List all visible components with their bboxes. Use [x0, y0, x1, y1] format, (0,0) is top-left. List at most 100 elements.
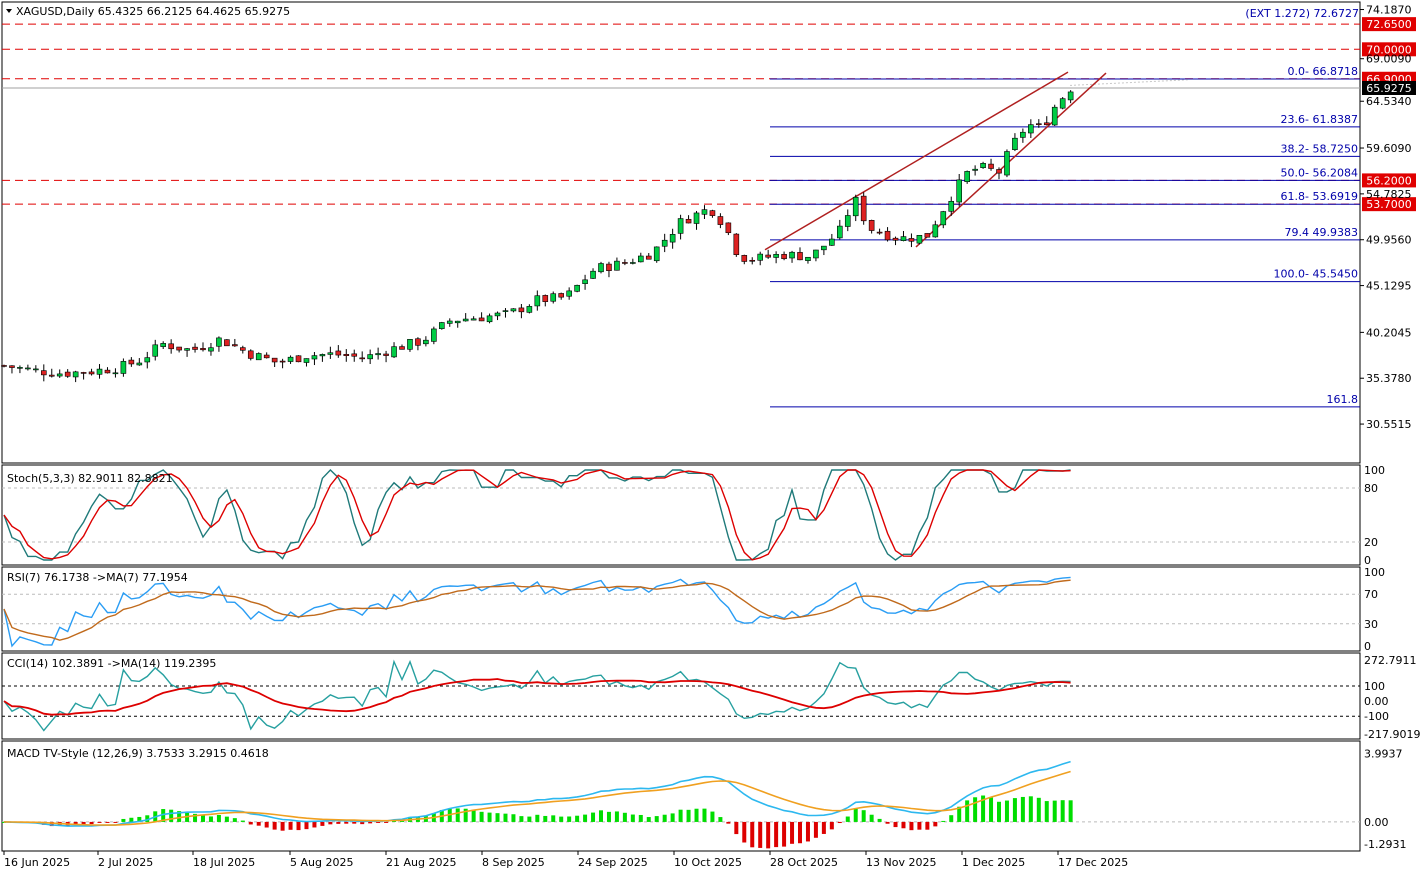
- macd-histogram-bar: [73, 821, 78, 826]
- candle-body: [407, 339, 413, 350]
- candle-body: [192, 346, 198, 350]
- macd-histogram-bar: [495, 813, 500, 822]
- macd-histogram-bar: [304, 821, 309, 830]
- level-label-3: 56.2000: [1366, 174, 1412, 187]
- candle-body: [797, 252, 803, 261]
- macd-histogram-bar: [121, 818, 126, 822]
- stoch-panel[interactable]: [1, 464, 1361, 566]
- candle-body: [1059, 98, 1066, 109]
- candle-body: [614, 260, 620, 271]
- price-tick-label: 45.1295: [1366, 280, 1412, 293]
- candle-body: [478, 317, 485, 322]
- macd-histogram-bar: [742, 821, 747, 843]
- macd-histogram-bar: [320, 821, 325, 826]
- price-tick-label: 40.2045: [1366, 326, 1412, 339]
- macd-histogram-bar: [997, 801, 1001, 822]
- candle-body: [9, 365, 15, 368]
- candle-body: [829, 238, 835, 246]
- macd-histogram-bar: [614, 811, 619, 822]
- macd-histogram-bar: [981, 795, 986, 822]
- fib-label-1: 23.6- 61.8387: [1281, 113, 1358, 126]
- candle-body: [622, 262, 628, 264]
- candle-body: [653, 246, 660, 262]
- candle-body: [494, 312, 501, 317]
- candle-body: [232, 344, 238, 347]
- price-tick-label: 64.5340: [1366, 95, 1412, 108]
- candle-body: [303, 358, 310, 363]
- candle-body: [367, 354, 373, 360]
- macd-histogram-bar: [471, 809, 476, 822]
- macd-histogram-bar: [543, 815, 548, 822]
- macd-histogram-bar: [224, 816, 229, 822]
- candle-body: [311, 355, 318, 360]
- macd-histogram-bar: [805, 821, 810, 842]
- macd-histogram-bar: [288, 821, 293, 830]
- macd-histogram-bar: [559, 816, 564, 822]
- stoch-tick: 20: [1364, 536, 1378, 549]
- macd-histogram-bar: [463, 808, 468, 822]
- macd-histogram-bar: [917, 821, 922, 830]
- candle-body: [431, 328, 437, 342]
- candle-body: [693, 212, 700, 224]
- macd-histogram-bar: [949, 815, 954, 822]
- dropdown-triangle-icon[interactable]: [6, 9, 12, 13]
- macd-histogram-bar: [535, 814, 540, 822]
- candle-body: [295, 355, 302, 363]
- fib-label-7: 161.8: [1327, 393, 1359, 406]
- candle-body: [860, 195, 867, 222]
- macd-histogram-bar: [208, 816, 213, 822]
- candle-body: [868, 220, 875, 231]
- rsi-main-line: [3, 576, 1071, 648]
- candle-body: [240, 347, 246, 351]
- macd-histogram-bar: [933, 821, 938, 827]
- candle-body: [454, 320, 461, 324]
- macd-histogram-bar: [527, 816, 532, 822]
- macd-panel[interactable]: [1, 740, 1361, 852]
- candle-body: [1028, 124, 1034, 134]
- candle-body: [590, 270, 596, 279]
- candlestick-series: [1, 90, 1074, 383]
- candle-body: [677, 218, 684, 234]
- candle-body: [574, 284, 580, 292]
- rsi-panel[interactable]: [1, 566, 1361, 652]
- candle-body: [789, 251, 795, 259]
- candle-body: [836, 225, 843, 239]
- macd-histogram-bar: [384, 821, 389, 823]
- rsi-tick: 100: [1364, 566, 1385, 579]
- macd-histogram-bar: [551, 815, 556, 822]
- candle-body: [502, 310, 509, 312]
- rsi-tick: 30: [1364, 618, 1378, 631]
- macd-histogram-bar: [718, 817, 723, 822]
- candle-body: [725, 222, 732, 234]
- candle-body: [892, 237, 899, 241]
- macd-histogram-bar: [89, 821, 94, 825]
- candle-body: [144, 357, 151, 363]
- fib-label-0: 0.0- 66.8718: [1288, 65, 1358, 78]
- candle-body: [343, 353, 350, 357]
- candle-body: [271, 357, 278, 363]
- macd-histogram-bar: [280, 821, 285, 831]
- date-tick-label: 8 Sep 2025: [482, 856, 545, 869]
- candle-body: [558, 293, 565, 298]
- macd-histogram-bar: [829, 821, 834, 830]
- level-label-4: 53.7000: [1366, 198, 1412, 211]
- macd-histogram-bar: [845, 816, 850, 822]
- rsi-label: RSI(7) 76.1738 ->MA(7) 77.1954: [7, 571, 188, 584]
- candle-body: [900, 236, 907, 241]
- candle-body: [438, 322, 445, 329]
- price-tick-label: 54.7825: [1366, 188, 1412, 201]
- macd-histogram-bar: [1052, 800, 1057, 822]
- candle-body: [996, 169, 1002, 174]
- cci-tick: 100: [1364, 680, 1385, 693]
- candle-body: [876, 231, 883, 234]
- cci-panel[interactable]: [1, 652, 1361, 740]
- rsi-tick: 0: [1364, 640, 1371, 653]
- price-panel[interactable]: [1, 1, 1361, 464]
- macd-histogram-bar: [344, 821, 349, 824]
- macd-histogram-bar: [813, 821, 818, 838]
- macd-histogram-bar: [925, 821, 930, 830]
- candle-body: [884, 230, 891, 241]
- candle-body: [1, 365, 7, 367]
- candle-body: [160, 343, 166, 347]
